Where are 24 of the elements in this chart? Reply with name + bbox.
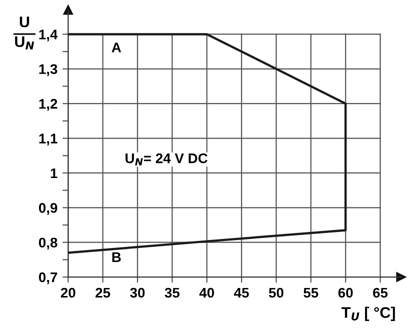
- y-tick-label: 1,4: [39, 30, 58, 42]
- annotation: U$_{N}$= 24 V DC: [126, 153, 208, 166]
- annotation: B: [112, 252, 121, 262]
- y-tick-label: 1: [50, 168, 58, 178]
- x-tick-label: 65: [373, 288, 388, 298]
- x-tick-label: 40: [199, 288, 214, 298]
- x-tick-label: 60: [338, 288, 353, 298]
- y-tick-label: 0,8: [38, 238, 58, 250]
- x-tick-label: 30: [130, 288, 145, 298]
- line-series: [68, 33, 347, 254]
- y-tick-label: 0,9: [38, 203, 58, 215]
- y-axis-title: U U$_{N}$: [15, 16, 34, 50]
- annotation: A: [112, 42, 122, 52]
- y-tick-label: 0,7: [38, 272, 58, 284]
- y-tick-label: 1,1: [39, 134, 58, 146]
- x-tick-label: 50: [268, 288, 284, 298]
- x-tick-label: 55: [304, 288, 318, 298]
- y-tick-label: 1,3: [39, 64, 58, 76]
- x-tick-label: 20: [60, 288, 76, 298]
- x-tick-label: 25: [96, 288, 110, 298]
- x-tick-label: 45: [234, 288, 249, 298]
- y-tick-label: 1,2: [39, 98, 58, 111]
- x-axis-title: T$_{U}$ [ °C]: [342, 306, 395, 321]
- x-tick-label: 35: [164, 288, 180, 298]
